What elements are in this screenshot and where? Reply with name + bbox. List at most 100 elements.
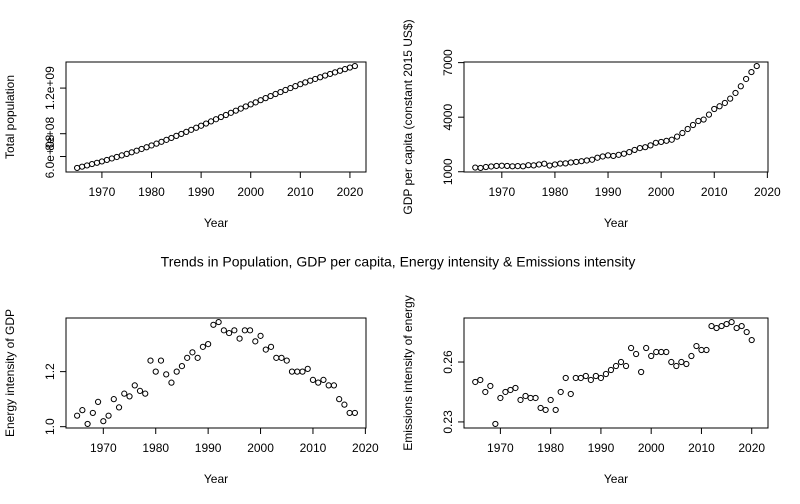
point xyxy=(743,328,750,336)
point xyxy=(668,358,675,366)
point xyxy=(492,420,499,428)
point xyxy=(530,162,537,169)
point xyxy=(283,357,290,364)
point xyxy=(509,163,516,170)
point xyxy=(689,121,697,129)
point xyxy=(267,343,275,350)
point xyxy=(547,396,554,404)
point xyxy=(242,103,249,110)
point xyxy=(477,376,484,384)
x-tick-label: 2000 xyxy=(237,185,264,199)
point xyxy=(84,420,91,428)
point xyxy=(273,354,280,361)
point xyxy=(542,406,549,414)
plot-box xyxy=(463,317,769,429)
point xyxy=(738,322,745,330)
point xyxy=(695,117,702,125)
x-tick-label: 2010 xyxy=(701,185,728,199)
x-axis-label: Year xyxy=(204,216,228,230)
point xyxy=(663,137,670,144)
point xyxy=(252,99,259,106)
point xyxy=(693,342,700,350)
point xyxy=(262,346,269,353)
point xyxy=(115,404,123,411)
point xyxy=(148,142,155,149)
point xyxy=(604,152,612,159)
point xyxy=(282,86,289,94)
point xyxy=(178,130,185,138)
point xyxy=(647,142,654,149)
point xyxy=(610,152,617,160)
point xyxy=(262,95,269,102)
point xyxy=(700,116,707,123)
x-tick-label: 2000 xyxy=(638,441,665,455)
point xyxy=(552,406,559,414)
point xyxy=(482,388,489,396)
point xyxy=(527,394,534,402)
point xyxy=(121,390,128,397)
point xyxy=(617,358,625,366)
point xyxy=(304,365,311,372)
point xyxy=(582,372,589,380)
point xyxy=(207,118,215,125)
point xyxy=(142,390,149,397)
point xyxy=(718,322,725,330)
point xyxy=(573,158,580,166)
point xyxy=(498,162,505,169)
point xyxy=(708,322,715,330)
point xyxy=(267,92,274,100)
x-tick-label: 2000 xyxy=(247,441,274,455)
point xyxy=(737,83,744,90)
point xyxy=(257,97,264,104)
point xyxy=(546,162,553,169)
point xyxy=(226,329,233,337)
x-tick-label: 1970 xyxy=(90,441,117,455)
point xyxy=(287,84,294,92)
point xyxy=(514,163,521,170)
point xyxy=(202,120,210,127)
point xyxy=(178,363,186,370)
x-tick-label: 1970 xyxy=(487,441,514,455)
point xyxy=(217,113,225,121)
point xyxy=(131,382,138,389)
point xyxy=(309,376,317,383)
point xyxy=(698,346,705,354)
point xyxy=(679,129,686,137)
point xyxy=(212,116,220,123)
point xyxy=(658,348,665,356)
point xyxy=(493,162,500,170)
point xyxy=(668,136,675,143)
point xyxy=(252,338,259,345)
point xyxy=(351,409,358,417)
point xyxy=(472,378,479,386)
point xyxy=(93,159,101,166)
point xyxy=(684,125,691,133)
point xyxy=(199,343,206,350)
point xyxy=(713,324,720,332)
point xyxy=(673,133,681,140)
x-tick-label: 1970 xyxy=(89,185,116,199)
point xyxy=(163,136,170,143)
point xyxy=(143,144,150,151)
point xyxy=(317,74,324,81)
point xyxy=(577,374,584,382)
point xyxy=(551,161,559,168)
y-axis-label: GDP per capita (constant 2015 US$) xyxy=(401,19,415,214)
x-axis-label: Year xyxy=(604,472,628,486)
point xyxy=(703,346,710,354)
point xyxy=(123,150,130,157)
point xyxy=(232,107,239,114)
y-tick-label: 6.0e+08 xyxy=(43,134,57,178)
point xyxy=(732,89,739,97)
point xyxy=(615,151,622,158)
point xyxy=(497,394,504,402)
x-tick-label: 1990 xyxy=(588,441,615,455)
y-axis-label: Total population xyxy=(3,75,17,159)
x-tick-label: 1980 xyxy=(142,441,169,455)
point xyxy=(126,393,133,400)
point xyxy=(519,163,527,170)
point xyxy=(728,318,735,326)
point xyxy=(525,162,532,169)
y-tick-label: 0.23 xyxy=(441,410,455,434)
